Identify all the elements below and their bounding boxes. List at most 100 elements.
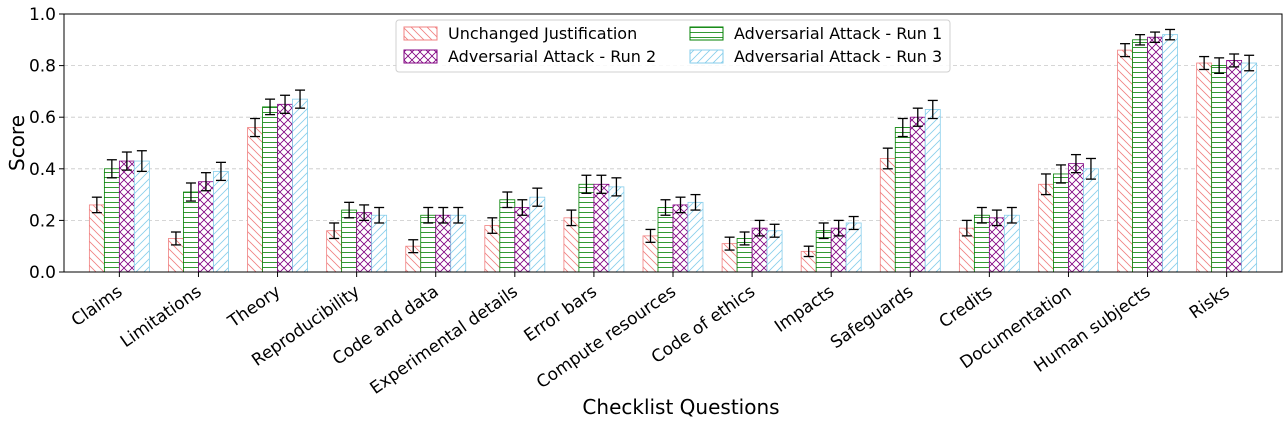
error-bar xyxy=(1150,31,1161,44)
error-bar xyxy=(374,206,385,224)
error-bar xyxy=(754,219,765,237)
bar xyxy=(371,214,388,273)
bar xyxy=(973,214,990,273)
error-bar xyxy=(487,217,498,234)
bar xyxy=(608,186,625,273)
error-bar xyxy=(295,89,306,109)
error-bar xyxy=(1070,153,1081,174)
bar xyxy=(894,127,911,273)
error-bar xyxy=(532,187,543,207)
bar xyxy=(687,201,704,273)
error-bar xyxy=(991,209,1002,227)
bar xyxy=(909,116,926,273)
y-axis: 0.0 0.2 0.4 0.6 0.8 1.0 xyxy=(29,5,64,283)
error-bar xyxy=(185,182,196,202)
bar xyxy=(341,209,358,273)
bar xyxy=(198,181,214,273)
bar xyxy=(657,207,674,273)
x-tick-label: Credits xyxy=(936,282,997,333)
legend-swatch xyxy=(689,26,724,41)
bar xyxy=(593,183,610,273)
bar xyxy=(183,191,199,273)
legend-label: Adversarial Attack - Run 3 xyxy=(734,47,942,66)
bar xyxy=(133,160,150,273)
gridlines xyxy=(64,65,1282,221)
error-bar xyxy=(453,206,464,224)
legend-label: Unchanged Justification xyxy=(448,24,637,43)
error-bar xyxy=(596,174,607,194)
error-bar xyxy=(215,161,226,182)
bar xyxy=(88,204,105,273)
x-axis-label: Checklist Questions xyxy=(582,395,779,419)
legend-item: Unchanged Justification xyxy=(403,24,637,43)
error-bar xyxy=(502,191,513,209)
error-bar xyxy=(106,159,117,179)
error-bar xyxy=(91,196,102,214)
x-tick-label: Impacts xyxy=(771,282,838,337)
bar xyxy=(1132,39,1148,273)
error-bar xyxy=(675,196,686,214)
error-bar xyxy=(200,172,211,192)
error-bar xyxy=(280,94,291,114)
x-tick-label: Risks xyxy=(1186,282,1234,324)
error-bar xyxy=(1214,57,1225,74)
error-bar xyxy=(848,215,859,231)
error-bar xyxy=(897,117,908,138)
bar xyxy=(1083,168,1099,273)
error-bar xyxy=(1006,206,1017,224)
bar xyxy=(529,196,546,273)
legend-item: Adversarial Attack - Run 2 xyxy=(403,47,656,66)
error-bar xyxy=(660,199,671,216)
error-bar xyxy=(803,245,814,258)
error-bar xyxy=(250,117,261,138)
error-bar xyxy=(833,219,844,237)
bar xyxy=(879,158,896,273)
error-bar xyxy=(961,219,972,237)
error-bar xyxy=(645,228,656,243)
bar xyxy=(118,160,135,273)
error-bar xyxy=(1120,43,1131,58)
error-bar xyxy=(121,151,132,171)
bar xyxy=(672,204,689,273)
error-bar xyxy=(1165,28,1176,41)
bar xyxy=(578,183,595,273)
error-bar xyxy=(423,206,434,224)
x-tick-label: Claims xyxy=(68,282,126,331)
bar xyxy=(213,170,229,273)
error-bar xyxy=(136,150,147,173)
legend-box xyxy=(395,19,951,73)
bar xyxy=(1211,65,1228,273)
error-bar xyxy=(1135,33,1146,46)
y-tick-label: 0.8 xyxy=(29,57,56,77)
y-tick-label: 0.0 xyxy=(29,263,56,283)
bar xyxy=(356,212,373,273)
x-tick-label: Theory xyxy=(224,282,285,333)
bar xyxy=(845,222,862,273)
error-bar xyxy=(690,193,701,211)
error-bar xyxy=(170,231,181,246)
bar xyxy=(1196,62,1213,273)
legend-swatch xyxy=(403,26,438,41)
error-bar xyxy=(1244,54,1255,72)
error-bar xyxy=(1055,164,1066,184)
error-bar xyxy=(882,147,893,170)
error-bar xyxy=(1199,55,1210,71)
bar xyxy=(1117,49,1133,273)
x-tick-label: Compute resources xyxy=(533,282,680,393)
error-bar xyxy=(329,222,340,240)
bar xyxy=(1003,214,1020,273)
error-bar xyxy=(517,199,528,216)
bar xyxy=(450,214,467,273)
bar xyxy=(1038,183,1054,273)
error-bar xyxy=(739,231,750,246)
error-bar xyxy=(359,204,370,222)
y-tick-label: 1.0 xyxy=(29,5,56,25)
error-bar xyxy=(344,201,355,219)
bar xyxy=(1226,60,1243,273)
error-bar xyxy=(927,99,938,120)
error-bar xyxy=(1040,173,1051,196)
y-tick-label: 0.2 xyxy=(29,211,56,231)
error-bar xyxy=(769,223,780,238)
legend-item: Adversarial Attack - Run 3 xyxy=(689,47,942,66)
